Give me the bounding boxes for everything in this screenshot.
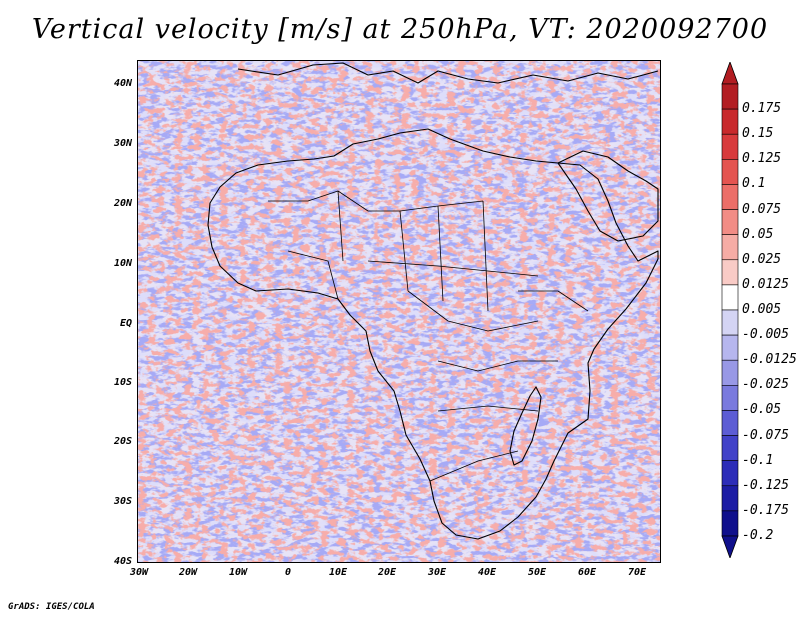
lon-tick-label: 60E (577, 567, 597, 578)
lon-tick-label: 40E (477, 567, 497, 578)
colorbar-segment (721, 159, 739, 185)
colorbar-tick-label: 0.05 (742, 226, 774, 242)
lat-tick-label: 30S (113, 496, 132, 507)
colorbar-tick-label: 0.005 (742, 302, 782, 317)
colorbar-tick-label: 0.1 (742, 176, 766, 192)
colorbar-tick-label: -0.075 (742, 427, 789, 443)
colorbar-segment (721, 108, 739, 135)
colorbar-segment (721, 83, 739, 110)
colorbar-segment (721, 259, 739, 286)
colorbar-segment (721, 385, 739, 411)
colorbar (721, 62, 739, 558)
colorbar-tick-label: 0.0125 (742, 276, 789, 292)
colorbar-segment (721, 209, 739, 235)
lon-tick-label: 0 (284, 567, 292, 578)
colorbar-tick-label: -0.125 (742, 477, 789, 493)
colorbar-tick-label: -0.2 (742, 528, 774, 543)
lon-tick-label: 20W (178, 567, 198, 578)
colorbar-segment (721, 133, 739, 160)
colorbar-segment (721, 284, 739, 311)
lon-tick-label: 20E (377, 567, 397, 578)
lat-tick-label: 10N (113, 258, 132, 269)
colorbar-tick-label: 0.075 (742, 201, 782, 217)
colorbar-tick-label: 0.175 (742, 101, 782, 117)
colorbar-bottom-arrow (721, 535, 739, 558)
credit-text: GrADS: IGES/COLA (8, 602, 95, 612)
colorbar-segment (721, 460, 739, 487)
lat-tick-label: 40S (113, 556, 132, 567)
map-panel (137, 60, 661, 563)
colorbar-segment (721, 410, 739, 436)
colorbar-tick-label: -0.0125 (742, 352, 797, 368)
lat-tick-label: 20S (113, 436, 132, 447)
lon-tick-label: 30E (427, 567, 447, 578)
lat-tick-label: EQ (119, 318, 132, 329)
colorbar-segment (721, 485, 739, 512)
arabia-coastline (557, 150, 659, 242)
vertical-velocity-field (138, 61, 660, 562)
colorbar-tick-label: 0.125 (742, 151, 782, 167)
field-texture-red (138, 61, 660, 562)
plot-title: Vertical velocity [m/s] at 250hPa, VT: 2… (31, 14, 769, 45)
lon-tick-label: 10E (328, 567, 348, 578)
lon-tick-label: 30W (129, 567, 149, 578)
coastlines (207, 62, 659, 540)
lon-tick-label: 70E (627, 567, 647, 578)
colorbar-tick-label: 0.15 (742, 126, 774, 142)
lat-tick-label: 40N (113, 78, 132, 89)
colorbar-segment (721, 234, 739, 261)
colorbar-tick-label: -0.175 (742, 502, 789, 518)
lon-tick-label: 50E (527, 567, 547, 578)
madagascar-coastline (509, 386, 542, 466)
colorbar-segment (721, 184, 739, 210)
colorbar-segment (721, 309, 739, 336)
colorbar-segment (721, 510, 739, 537)
lat-tick-label: 30N (113, 138, 132, 149)
country-borders (268, 190, 589, 482)
lat-tick-label: 20N (113, 198, 132, 209)
colorbar-segment (721, 359, 739, 386)
europe-coastline (237, 62, 659, 84)
colorbar-tick-label: -0.025 (742, 377, 789, 393)
lat-tick-label: 10S (113, 377, 132, 388)
colorbar-top-arrow (721, 62, 739, 85)
colorbar-tick-label: 0.025 (742, 251, 782, 267)
colorbar-tick-label: -0.05 (742, 402, 782, 418)
colorbar-tick-label: -0.1 (742, 452, 774, 468)
africa-coastline (207, 128, 659, 540)
colorbar-segment (721, 334, 739, 361)
colorbar-tick-label: -0.005 (742, 327, 789, 343)
lon-tick-label: 10W (228, 567, 248, 578)
colorbar-segment (721, 435, 739, 461)
